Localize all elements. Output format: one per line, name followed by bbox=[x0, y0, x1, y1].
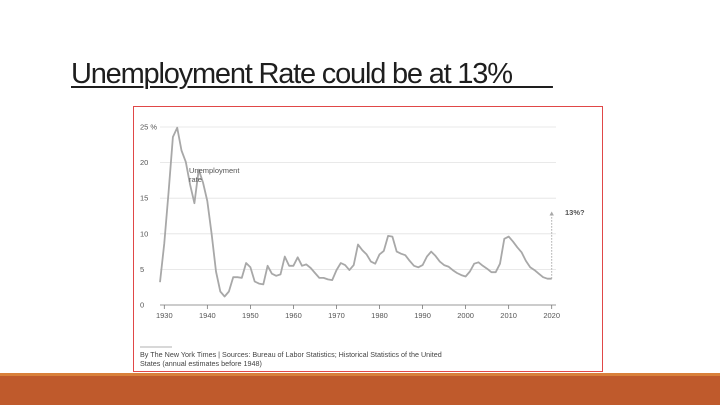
source-text: By The New York Times | Sources: Bureau … bbox=[140, 350, 442, 368]
projection-arrow-icon bbox=[549, 211, 554, 216]
grid-layer bbox=[160, 126, 556, 309]
x-tick-label: 1960 bbox=[285, 311, 302, 320]
x-tick-label: 2010 bbox=[500, 311, 517, 320]
y-tick-label: 10 bbox=[140, 229, 148, 238]
series-label: Unemployment rate bbox=[189, 166, 240, 184]
y-tick-label: 20 bbox=[140, 158, 148, 167]
y-tick-label: 25 % bbox=[140, 123, 157, 132]
unemployment-chart: 0 5 10 15 20 25 % 1930 1940 1950 1960 1970 1980 199… bbox=[140, 123, 585, 368]
y-tick-labels: 0 5 10 15 20 25 % bbox=[140, 123, 157, 310]
x-tick-label: 1950 bbox=[242, 311, 259, 320]
x-tick-label: 1980 bbox=[371, 311, 388, 320]
series-layer bbox=[159, 126, 552, 298]
series-line bbox=[159, 126, 552, 298]
y-tick-label: 15 bbox=[140, 194, 148, 203]
x-tick-label: 1930 bbox=[156, 311, 173, 320]
x-tick-labels: 1930 1940 1950 1960 1970 1980 1990 2000 2010 2020 bbox=[156, 311, 560, 320]
x-tick-label: 2020 bbox=[543, 311, 560, 320]
chart-frame: 0 5 10 15 20 25 % 1930 1940 1950 1960 1970 1980 199… bbox=[133, 106, 603, 372]
footer-band bbox=[0, 376, 720, 405]
x-tick-label: 1970 bbox=[328, 311, 345, 320]
y-tick-label: 5 bbox=[140, 265, 144, 274]
projection-layer bbox=[549, 211, 554, 279]
x-tick-label: 1940 bbox=[199, 311, 216, 320]
x-tick-label: 2000 bbox=[457, 311, 474, 320]
footer-accent-line bbox=[0, 373, 720, 376]
y-tick-label: 0 bbox=[140, 301, 144, 310]
annotation-label: 13%? bbox=[565, 208, 585, 217]
slide-title: Unemployment Rate could be at 13% bbox=[71, 58, 553, 90]
x-tick-label: 1990 bbox=[414, 311, 431, 320]
